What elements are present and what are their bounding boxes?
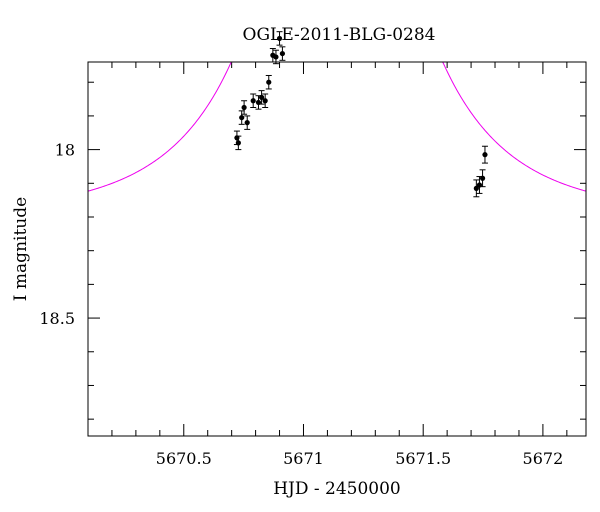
model-curve: [87, 61, 587, 192]
data-point: [250, 93, 257, 108]
x-tick-label: 5671: [283, 449, 324, 468]
data-point: [258, 90, 265, 105]
data-point: [473, 179, 480, 198]
data-points: [233, 31, 488, 198]
data-point: [241, 100, 248, 115]
data-point: [238, 110, 245, 125]
y-axis-label: I magnitude: [11, 197, 31, 301]
x-tick-label: 5672: [523, 449, 564, 468]
data-point: [262, 93, 269, 108]
y-tick-label: 18.5: [39, 309, 75, 328]
data-point: [272, 49, 279, 65]
chart-title: OGLE-2011-BLG-0284: [243, 25, 436, 45]
data-point: [279, 46, 286, 61]
data-point: [235, 135, 242, 151]
x-tick-label: 5670.5: [156, 449, 212, 468]
axis-ticks: [87, 62, 586, 436]
x-axis-label: HJD - 2450000: [273, 479, 401, 499]
plot-frame: [87, 61, 587, 437]
y-tick-label: 18: [55, 141, 75, 160]
x-tick-label: 5671.5: [395, 449, 451, 468]
data-point: [244, 115, 251, 130]
data-point: [276, 31, 283, 46]
data-point: [481, 145, 488, 164]
data-point: [479, 169, 486, 188]
data-point: [265, 74, 272, 90]
